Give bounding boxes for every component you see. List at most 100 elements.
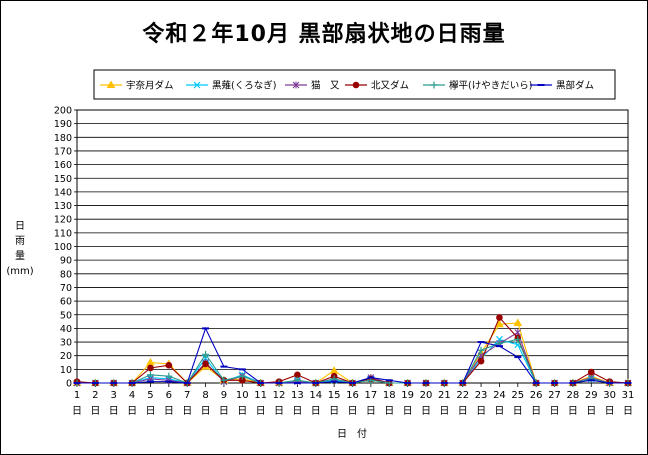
legend-marker <box>193 81 201 89</box>
x-tick-label: 31 <box>622 390 635 401</box>
x-tick-suffix: 日 <box>237 406 247 417</box>
data-point <box>513 318 523 326</box>
series-line <box>77 338 628 384</box>
axis-labels: 日 雨 量 (mm) 日 付 <box>6 221 367 440</box>
y-tick-label: 110 <box>54 228 72 239</box>
y-axis-unit: (mm) <box>6 266 33 277</box>
x-tick-label: 9 <box>221 390 227 401</box>
series-line <box>77 338 628 384</box>
x-tick-label: 1 <box>74 390 80 401</box>
x-tick-suffix: 日 <box>292 406 302 417</box>
data-point <box>495 319 504 328</box>
data-point <box>496 314 503 321</box>
y-tick-label: 100 <box>54 242 72 253</box>
x-tick-label: 20 <box>420 390 433 401</box>
legend-marker <box>430 81 438 89</box>
y-tick-label: 140 <box>54 187 72 198</box>
y-axis-label-3: 量 <box>15 250 25 262</box>
x-tick-label: 24 <box>493 390 506 401</box>
series-layer <box>72 314 633 387</box>
y-tick-label: 130 <box>54 201 72 212</box>
legend-item-4: 北又ダム <box>345 80 409 92</box>
x-tick-suffix: 日 <box>311 406 321 417</box>
chart-title: 令和２年10月 黒部扇状地の日雨量 <box>142 22 506 47</box>
x-tick-label: 3 <box>111 390 117 401</box>
x-tick-label: 26 <box>530 390 543 401</box>
y-axis-label-2: 雨 <box>15 236 25 247</box>
series-6 <box>73 326 632 384</box>
data-point <box>146 358 155 366</box>
y-tick-label: 50 <box>60 310 72 321</box>
y-tick-label: 0 <box>66 379 72 390</box>
x-tick-suffix: 日 <box>439 406 449 417</box>
y-tick-label: 150 <box>54 174 72 185</box>
y-tick-label: 190 <box>54 119 72 130</box>
x-tick-suffix: 日 <box>623 406 633 417</box>
x-tick-suffix: 日 <box>274 406 284 417</box>
x-tick-suffix: 日 <box>127 406 137 417</box>
x-tick-suffix: 日 <box>201 406 211 417</box>
data-point <box>165 361 173 369</box>
y-tick-label: 170 <box>54 146 72 157</box>
x-tick-label: 28 <box>567 390 580 401</box>
series-line <box>76 316 629 384</box>
series-line <box>77 322 628 384</box>
x-tick-label: 11 <box>254 390 267 401</box>
legend-label: 黒薙(くろなぎ) <box>212 80 276 92</box>
data-point <box>587 368 595 376</box>
x-tick-label: 27 <box>548 390 561 401</box>
x-tick-suffix: 日 <box>476 406 486 417</box>
x-tick-suffix: 日 <box>384 406 394 417</box>
x-tick-label: 29 <box>585 390 598 401</box>
x-tick-label: 22 <box>456 390 469 401</box>
data-point <box>147 364 154 372</box>
x-tick-suffix: 日 <box>513 406 523 417</box>
data-point <box>329 366 339 374</box>
x-tick-label: 10 <box>236 390 249 401</box>
x-tick-label: 8 <box>202 390 208 401</box>
x-tick-suffix: 日 <box>586 406 596 417</box>
legend-item-2: 黒薙(くろなぎ) <box>186 80 276 92</box>
x-tick-suffix: 日 <box>403 406 413 417</box>
x-tick-suffix: 日 <box>550 406 560 417</box>
x-tick-suffix: 日 <box>219 406 229 417</box>
x-tick-label: 13 <box>291 390 304 401</box>
x-tick-label: 23 <box>475 390 488 401</box>
x-tick-suffix: 日 <box>421 406 431 417</box>
y-axis-label-1: 日 <box>15 221 25 232</box>
x-tick-suffix: 日 <box>531 406 541 417</box>
y-tick-label: 180 <box>54 133 72 144</box>
x-tick-suffix: 日 <box>494 406 504 417</box>
x-tick-suffix: 日 <box>72 406 82 417</box>
legend-label: 北又ダム <box>371 80 409 92</box>
y-tick-label: 20 <box>60 351 72 362</box>
x-tick-suffix: 日 <box>182 406 192 417</box>
x-tick-label: 7 <box>184 390 190 401</box>
y-tick-label: 160 <box>54 160 72 171</box>
y-tick-label: 120 <box>54 215 72 226</box>
y-tick-label: 200 <box>54 106 72 117</box>
data-point <box>238 372 246 380</box>
legend-label: 宇奈月ダム <box>126 80 174 92</box>
data-point <box>202 350 210 358</box>
data-point <box>514 335 522 343</box>
y-tick-label: 90 <box>60 256 72 267</box>
x-tick-label: 5 <box>147 390 153 401</box>
legend-marker <box>352 81 360 89</box>
x-tick-label: 6 <box>166 390 172 401</box>
x-tick-label: 16 <box>346 390 359 401</box>
data-point <box>165 372 173 380</box>
x-tick-suffix: 日 <box>458 406 468 417</box>
x-tick-label: 15 <box>328 390 341 401</box>
x-tick-suffix: 日 <box>145 406 155 417</box>
legend-item-1: 宇奈月ダム <box>100 80 174 92</box>
y-tick-label: 40 <box>60 324 72 335</box>
legend-label: 黒部ダム <box>556 80 594 92</box>
y-tick-label: 30 <box>60 338 72 349</box>
x-tick-suffix: 日 <box>164 406 174 417</box>
x-tick-suffix: 日 <box>256 406 266 417</box>
x-tick-suffix: 日 <box>366 406 376 417</box>
x-tick-suffix: 日 <box>348 406 358 417</box>
x-axis-label: 日 付 <box>337 427 367 440</box>
y-tick-label: 70 <box>60 283 72 294</box>
